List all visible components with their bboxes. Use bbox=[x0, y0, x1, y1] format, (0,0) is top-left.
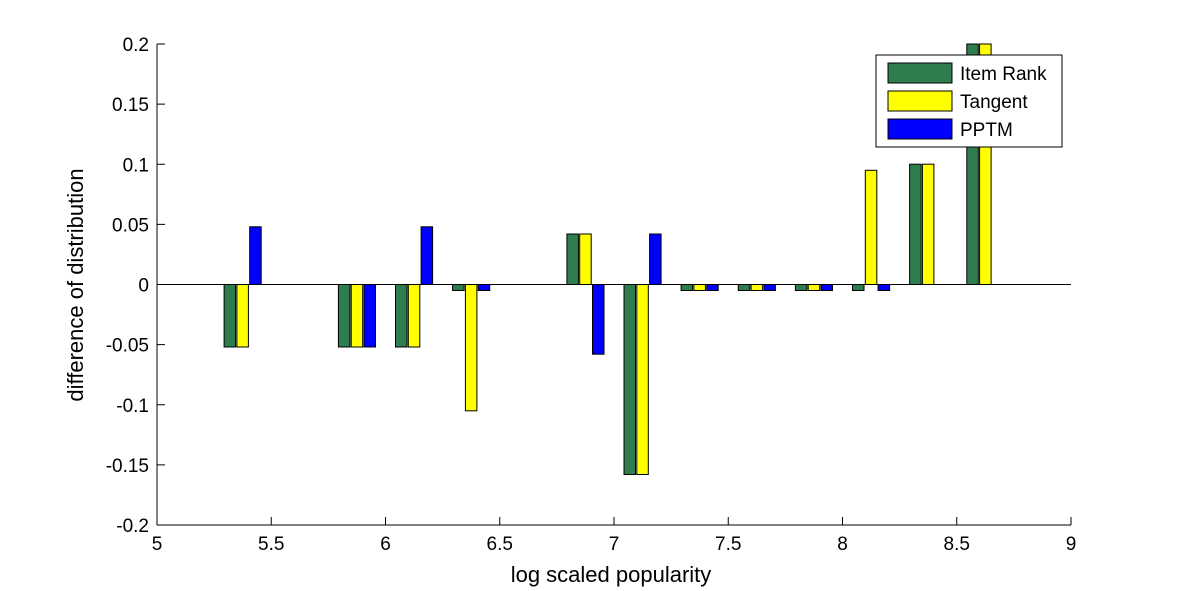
bar-item-rank-9 bbox=[852, 284, 865, 291]
bar-pptm-1 bbox=[363, 284, 376, 348]
x-tick-label: 9 bbox=[1066, 534, 1077, 555]
bar-item-rank-7 bbox=[737, 284, 751, 291]
bar-item-rank-8 bbox=[794, 284, 808, 291]
bar-tangent-8 bbox=[807, 284, 821, 291]
bar-item-rank-0 bbox=[223, 284, 237, 348]
bar-item-rank-5 bbox=[623, 284, 636, 475]
axes-group: 5 5.5 6 6.5 7 7.5 8 8.5 9 -0.2 -0.15 -0.1 -0.05 0 0.05… bbox=[106, 35, 1077, 555]
bar-tangent-1 bbox=[350, 284, 364, 348]
y-tick-label: 0.15 bbox=[112, 95, 149, 116]
x-axis-label: log scaled popularity bbox=[511, 562, 712, 587]
y-axis-label: difference of distribution bbox=[63, 168, 88, 401]
bar-tangent-5 bbox=[636, 284, 649, 475]
y-tick-label: -0.1 bbox=[116, 396, 149, 417]
legend-swatch-1 bbox=[887, 90, 953, 112]
bar-item-rank-2 bbox=[395, 284, 408, 348]
bar-pptm-4 bbox=[592, 284, 605, 355]
y-tick-label: -0.15 bbox=[106, 456, 149, 477]
x-tick-label: 5 bbox=[152, 534, 163, 555]
bar-item-rank-10 bbox=[909, 163, 922, 285]
bar-tangent-9 bbox=[864, 169, 878, 285]
bar-pptm-9 bbox=[877, 284, 891, 291]
x-tick-label: 7.5 bbox=[715, 534, 741, 555]
y-tick-label: 0 bbox=[138, 276, 149, 297]
legend-label-2: PPTM bbox=[960, 120, 1013, 141]
bar-tangent-10 bbox=[921, 163, 935, 285]
bar-pptm-8 bbox=[820, 284, 833, 291]
legend-swatch-0 bbox=[887, 62, 953, 84]
bar-pptm-2 bbox=[420, 226, 434, 286]
legend: Item Rank Tangent PPTM bbox=[875, 54, 1063, 148]
bar-item-rank-6 bbox=[680, 284, 694, 291]
y-tick-label: -0.2 bbox=[116, 516, 149, 537]
legend-swatch-2 bbox=[887, 118, 953, 140]
y-tick-label: 0.2 bbox=[123, 35, 149, 56]
bar-tangent-0 bbox=[236, 284, 249, 348]
bar-tangent-2 bbox=[407, 284, 421, 348]
x-tick-label: 7 bbox=[609, 534, 620, 555]
bar-pptm-0 bbox=[249, 226, 262, 286]
x-tick-label: 6 bbox=[380, 534, 391, 555]
bar-tangent-7 bbox=[750, 284, 764, 291]
bar-item-rank-4 bbox=[566, 233, 579, 285]
bar-pptm-3 bbox=[477, 284, 491, 291]
bar-tangent-3 bbox=[464, 284, 478, 412]
x-tick-label: 8 bbox=[837, 534, 848, 555]
bar-pptm-5 bbox=[649, 233, 662, 285]
x-tick-label: 8.5 bbox=[944, 534, 970, 555]
bar-pptm-6 bbox=[706, 284, 719, 291]
legend-label-1: Tangent bbox=[960, 92, 1028, 113]
bar-tangent-4 bbox=[579, 233, 592, 285]
bar-pptm-7 bbox=[763, 284, 776, 291]
x-tick-label: 5.5 bbox=[258, 534, 284, 555]
y-tick-label: 0.05 bbox=[112, 215, 149, 236]
y-tick-label: 0.1 bbox=[123, 155, 149, 176]
bar-item-rank-1 bbox=[337, 284, 351, 348]
bar-tangent-6 bbox=[693, 284, 706, 291]
bar-item-rank-3 bbox=[452, 284, 465, 291]
x-tick-label: 6.5 bbox=[487, 534, 513, 555]
y-tick-label: -0.05 bbox=[106, 336, 149, 357]
legend-label-0: Item Rank bbox=[960, 64, 1047, 85]
